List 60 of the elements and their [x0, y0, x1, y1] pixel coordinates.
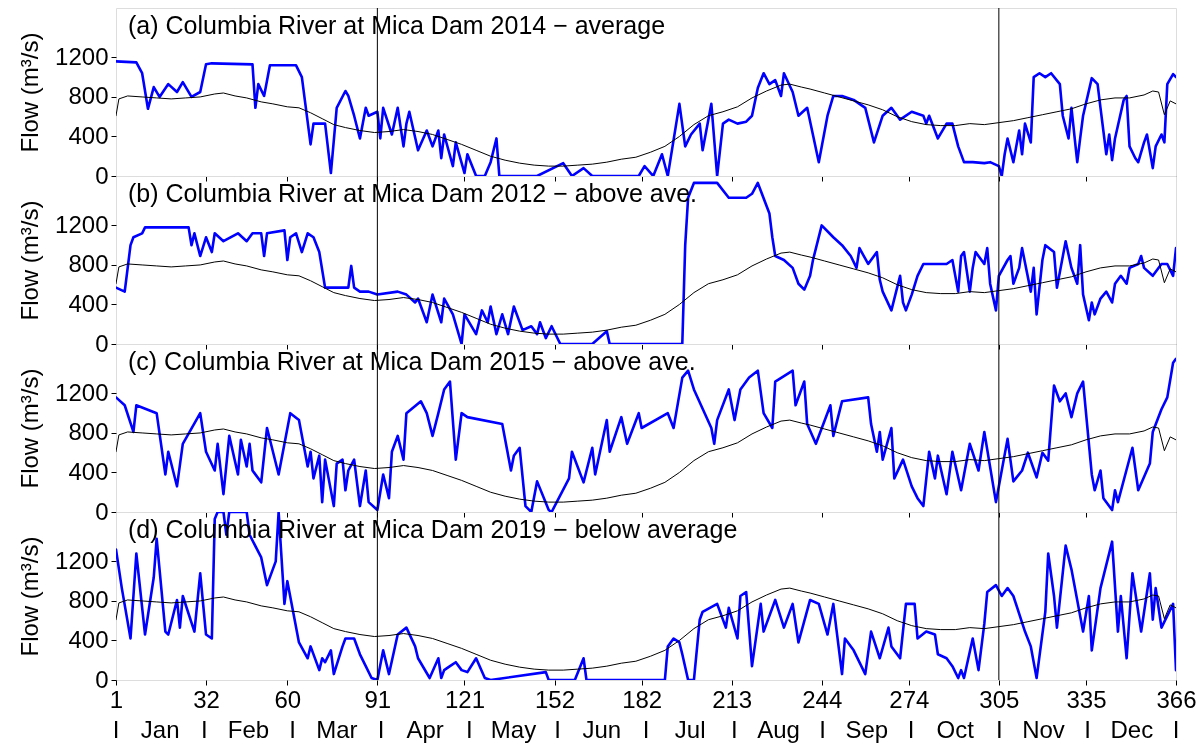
x-tick-label: 335	[1066, 685, 1107, 713]
y-tick-label: 400	[68, 289, 109, 317]
y-tick-label: 400	[68, 625, 109, 653]
text: I	[1084, 716, 1091, 743]
x-tick-label: 152	[535, 685, 576, 713]
y-tick-label: 400	[68, 121, 109, 149]
x-tick-label: 91	[364, 685, 392, 713]
text: Nov	[1022, 716, 1065, 743]
y-tick-label: 1200	[55, 378, 109, 406]
y-tick-label: 0	[95, 329, 109, 357]
y-axis-title: Flow (m³/s)	[16, 368, 44, 489]
text: I	[289, 716, 296, 743]
x-tick-label: 60	[274, 685, 302, 713]
y-axis-title: Flow (m³/s)	[16, 536, 44, 657]
text: Mar	[316, 716, 358, 743]
text: I	[201, 716, 208, 743]
text: I	[112, 716, 120, 743]
y-tick-label: 800	[68, 82, 109, 110]
text: I	[731, 716, 738, 743]
text: Jul	[674, 716, 706, 743]
y-axis-title: Flow (m³/s)	[16, 32, 44, 153]
line-series	[116, 60, 1176, 176]
text: I	[996, 716, 1003, 743]
text: I	[466, 716, 473, 743]
text: Apr	[406, 716, 444, 743]
y-axis-title: Flow (m³/s)	[16, 200, 44, 321]
text: Aug	[757, 716, 800, 743]
y-tick-label: 400	[68, 457, 109, 485]
y-tick-label: 0	[95, 497, 109, 525]
y-tick-label: 1200	[55, 210, 109, 238]
x-tick-label: 274	[889, 685, 930, 713]
text: I	[819, 716, 826, 743]
text: Dec	[1110, 716, 1154, 743]
text: Sep	[845, 716, 889, 743]
y-tick-label: 800	[68, 250, 109, 278]
y-tick-label: 1200	[55, 546, 109, 574]
text: I	[554, 716, 561, 743]
text: Jan	[140, 716, 180, 743]
text: Oct	[936, 716, 975, 743]
x-tick-label: 305	[979, 685, 1020, 713]
x-tick-label: 182	[622, 685, 663, 713]
y-tick-label: 1200	[55, 42, 109, 70]
y-tick-label: 0	[95, 665, 109, 693]
x-tick-label: 121	[444, 685, 486, 713]
x-tick-label: 213	[712, 685, 753, 713]
y-tick-label: 800	[68, 418, 109, 446]
text: I	[642, 716, 650, 743]
text: I	[1172, 716, 1180, 743]
x-tick-label: 1	[109, 685, 124, 713]
text: Jun	[582, 716, 622, 743]
x-tick-label: 244	[802, 685, 843, 713]
text: May	[490, 716, 537, 743]
text: Feb	[227, 716, 270, 743]
x-tick-label: 366	[1156, 685, 1197, 713]
x-tick-label: 32	[193, 685, 220, 713]
text: I	[377, 716, 385, 743]
y-tick-label: 800	[68, 586, 109, 614]
text: I	[907, 716, 915, 743]
y-tick-label: 0	[95, 161, 109, 189]
line-series	[116, 181, 1176, 344]
